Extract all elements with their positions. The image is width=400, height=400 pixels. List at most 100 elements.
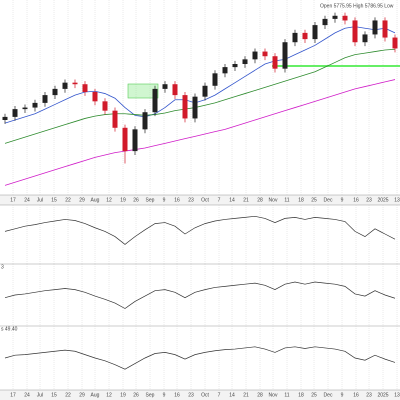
x-tick-label: 26 (133, 392, 139, 398)
moving-average (4, 48, 396, 144)
x-tick-label: 21 (243, 392, 249, 398)
candle-body (102, 101, 108, 111)
candle-body (392, 37, 398, 49)
candle-body (272, 56, 278, 69)
x-tick-label: 24 (24, 197, 30, 203)
x-tick-label: 21 (243, 197, 249, 203)
x-tick-label: Aug (91, 197, 100, 203)
candle-body (172, 84, 178, 96)
x-tick-label: 7 (218, 197, 221, 203)
candle-body (352, 20, 358, 43)
x-tick-label: 22 (65, 197, 71, 203)
x-tick-label: 26 (133, 197, 139, 203)
x-tick-label: 28 (257, 392, 263, 398)
x-tick-label: 11 (284, 197, 289, 203)
indicator-label: s 49.40 (1, 326, 18, 332)
candle-body (202, 85, 208, 97)
date-strip (0, 195, 400, 205)
candle-body (362, 34, 368, 43)
candle-body (382, 20, 388, 38)
x-tick-label: 23 (188, 197, 194, 203)
candle-body (32, 102, 38, 108)
x-tick-label: 22 (65, 392, 71, 398)
x-tick-label: 23 (188, 392, 194, 398)
panel-borders (0, 194, 400, 391)
price-header: Open 5775.95 High 5786.95 Low (320, 3, 394, 9)
x-tick-label: 13 (394, 197, 400, 203)
candle-body (282, 42, 288, 69)
candle-body (112, 110, 118, 128)
x-tick-label: 9 (341, 392, 344, 398)
x-tick-label: 7 (218, 392, 221, 398)
candle-body (162, 84, 168, 89)
x-tick-label: 23 (366, 197, 372, 203)
x-tick-label: 25 (311, 197, 317, 203)
date-strip (0, 390, 400, 400)
x-tick-label: Oct (201, 197, 209, 203)
x-tick-label: 12 (106, 392, 112, 398)
x-tick-label: 19 (120, 392, 126, 398)
candle-body (132, 129, 138, 152)
candle-body (152, 88, 158, 113)
candle-body (52, 88, 58, 96)
x-tick-label: 13 (394, 392, 400, 398)
x-tick-label: Jul (37, 392, 43, 398)
candle-body (192, 96, 198, 119)
moving-average (4, 79, 396, 186)
x-tick-label: 15 (51, 392, 57, 398)
x-tick-label: 16 (353, 197, 359, 203)
x-tick-label: 16 (174, 392, 180, 398)
x-tick-label: 2025 (377, 392, 388, 398)
highlight-box (127, 83, 159, 99)
candle-body (22, 107, 28, 110)
x-tick-label: 17 (10, 197, 16, 203)
x-tick-label: 9 (163, 392, 166, 398)
x-tick-label: 29 (79, 392, 85, 398)
x-tick-label: 15 (51, 197, 57, 203)
candle-body (242, 59, 248, 64)
x-tick-label: 24 (24, 392, 30, 398)
candle-body (262, 51, 268, 57)
x-tick-label: 29 (79, 197, 85, 203)
indicator-line (4, 281, 396, 309)
x-tick-label: 12 (106, 197, 112, 203)
x-tick-label: 16 (174, 197, 180, 203)
x-tick-label: Oct (201, 392, 209, 398)
x-tick-label: Dec (324, 197, 333, 203)
x-tick-label: 16 (353, 392, 359, 398)
candle-body (372, 20, 378, 35)
x-tick-label: 28 (257, 197, 263, 203)
candle-body (182, 95, 188, 119)
candle-body (222, 67, 228, 74)
x-tick-label: Nov (269, 392, 278, 398)
x-tick-label: 14 (229, 392, 235, 398)
x-tick-label: Jul (37, 197, 43, 203)
moving-average (4, 26, 396, 124)
indicator-line (4, 215, 396, 245)
x-tick-label: Sep (146, 392, 155, 398)
x-tick-label: Sep (146, 197, 155, 203)
x-tick-label: 23 (366, 392, 372, 398)
candle-body (72, 82, 78, 85)
candle-body (252, 51, 258, 60)
indicator-label: 3 (1, 264, 4, 270)
candle-body (12, 109, 18, 117)
candle-body (212, 73, 218, 86)
x-tick-label: 9 (341, 197, 344, 203)
x-tick-label: 25 (311, 392, 317, 398)
candle-body (42, 95, 48, 103)
candle-body (232, 64, 238, 68)
x-tick-label: 18 (298, 392, 304, 398)
x-tick-label: 17 (10, 392, 16, 398)
candle-body (92, 92, 98, 102)
candle-body (312, 25, 318, 40)
candle-body (332, 15, 338, 19)
x-tick-label: 2025 (377, 197, 388, 203)
indicator-line (4, 346, 396, 370)
candle-body (2, 116, 8, 120)
candle-body (322, 18, 328, 26)
x-tick-label: Aug (91, 392, 100, 398)
x-tick-label: 18 (298, 197, 304, 203)
candle-body (342, 15, 348, 21)
